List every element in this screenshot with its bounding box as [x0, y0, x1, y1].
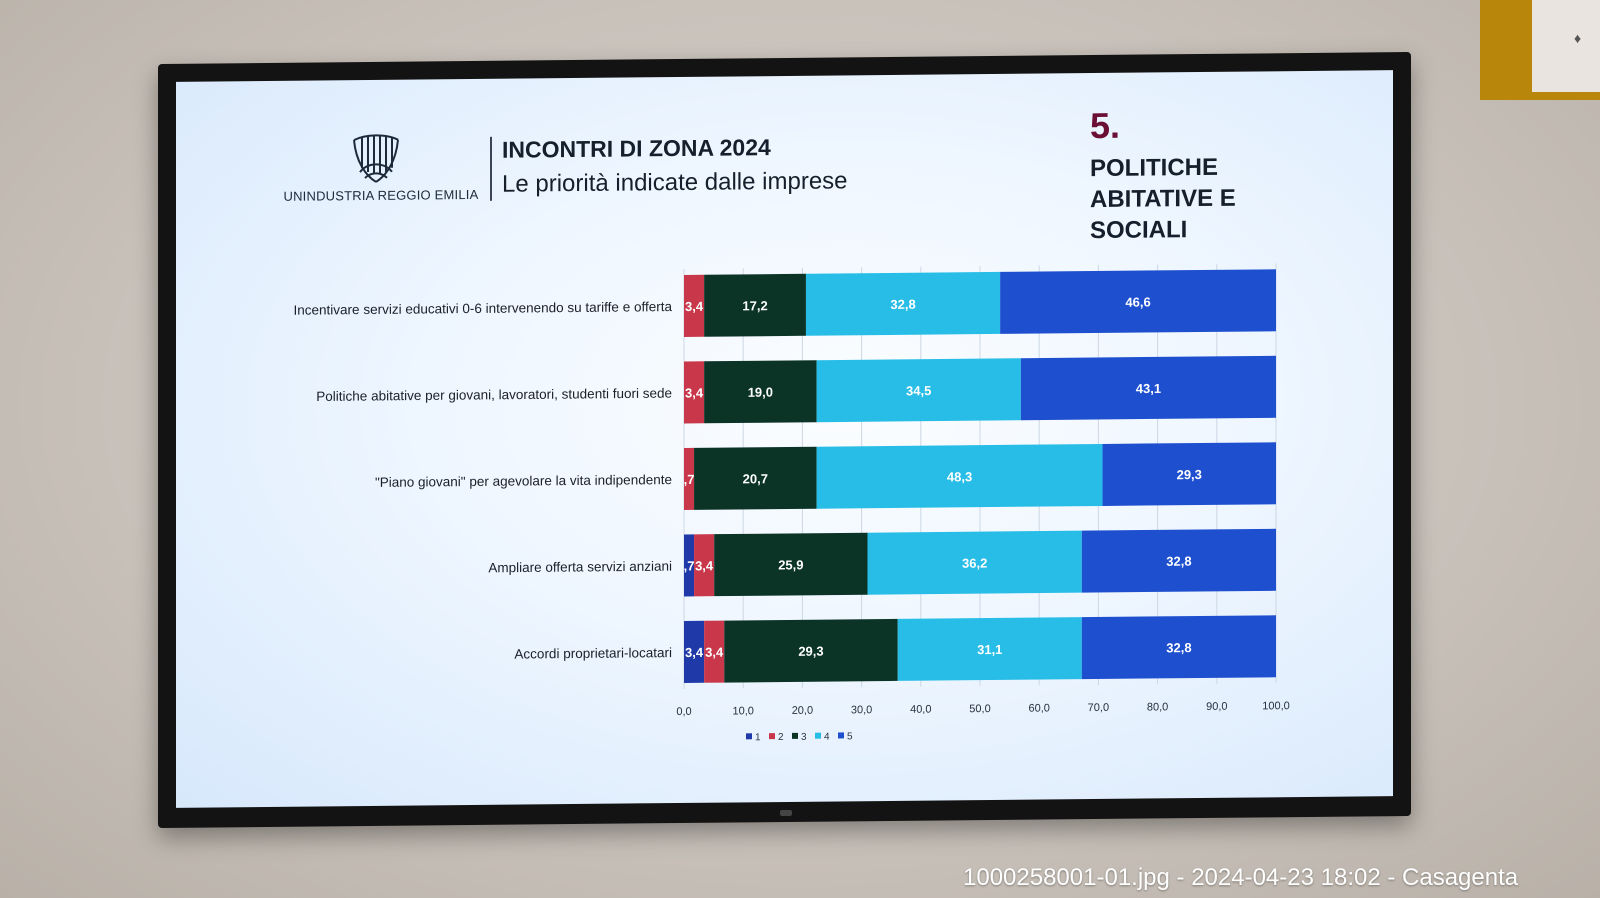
- data-label: 19,0: [748, 385, 773, 400]
- legend-label: 2: [778, 732, 784, 743]
- legend-swatch: [815, 732, 821, 739]
- legend-swatch: [746, 733, 752, 740]
- bar-segment: [1000, 269, 1276, 334]
- legend-swatch: [838, 732, 844, 739]
- unindustria-emblem-icon: [353, 134, 399, 183]
- category-label: Ampliare offerta servizi anziani: [488, 559, 672, 576]
- bar-segment: [724, 618, 898, 683]
- x-tick-label: 20,0: [792, 705, 813, 717]
- data-label: 3,4: [685, 299, 704, 314]
- unindustria-logo: UNINDUSTRIA REGGIO EMILIA: [276, 131, 486, 213]
- bar-segment: [1081, 615, 1276, 680]
- data-label: 17,2: [742, 298, 767, 313]
- category-label: Accordi proprietari-locatari: [514, 645, 672, 662]
- bar-segment: [1020, 355, 1277, 421]
- presentation-slide: UNINDUSTRIA REGGIO EMILIA INCONTRI DI ZO…: [176, 70, 1393, 808]
- data-label: 46,6: [1125, 294, 1150, 309]
- data-label: 34,5: [906, 383, 931, 398]
- x-tick-label: 70,0: [1088, 702, 1109, 714]
- category-label: Politiche abitative per giovani, lavorat…: [316, 386, 672, 404]
- data-label: 3,4: [685, 385, 704, 400]
- tv-brand-logo: [780, 809, 792, 817]
- data-label: 43,1: [1136, 381, 1161, 396]
- data-label: 29,3: [1177, 467, 1202, 482]
- stacked-bar-chart: Incentivare servizi educativi 0-6 interv…: [294, 263, 1290, 743]
- bar-segment: [684, 620, 705, 683]
- data-label: ,7: [684, 558, 695, 573]
- bar-segment: [704, 273, 806, 337]
- x-tick-label: 30,0: [851, 704, 872, 716]
- bar-segment: [704, 620, 725, 683]
- data-label: 31,1: [977, 642, 1002, 657]
- x-tick-label: 60,0: [1028, 702, 1049, 714]
- photo-watermark: 1000258001-01.jpg - 2024-04-23 18:02 - C…: [963, 864, 1519, 891]
- data-label: 48,3: [947, 469, 972, 484]
- legend-label: 5: [847, 731, 853, 742]
- data-label: 25,9: [778, 557, 803, 572]
- x-tick-label: 100,0: [1262, 700, 1290, 712]
- x-tick-label: 80,0: [1147, 701, 1168, 713]
- tv-monitor: UNINDUSTRIA REGGIO EMILIA INCONTRI DI ZO…: [158, 51, 1411, 829]
- bar-segment: [805, 271, 1001, 336]
- bar-segment: [1081, 528, 1276, 593]
- wall-picture-icon: ♦: [1574, 30, 1582, 46]
- data-label: 29,3: [798, 644, 823, 659]
- category-label: Incentivare servizi educativi 0-6 interv…: [294, 299, 673, 318]
- legend-swatch: [792, 732, 798, 739]
- bar-segment: [714, 532, 868, 597]
- bar-segment: [816, 443, 1103, 509]
- bar-segment: [897, 617, 1082, 681]
- x-tick-label: 0,0: [676, 706, 691, 718]
- bar-segment: [694, 534, 715, 597]
- x-tick-label: 10,0: [732, 705, 753, 717]
- data-label: ,7: [684, 472, 695, 487]
- data-label: 32,8: [890, 297, 915, 312]
- data-label: 3,4: [695, 558, 714, 573]
- category-label: "Piano giovani" per agevolare la vita in…: [375, 472, 672, 490]
- data-label: 32,8: [1166, 554, 1191, 569]
- data-label: 32,8: [1166, 640, 1191, 655]
- legend-label: 1: [755, 732, 761, 743]
- data-label: 3,4: [705, 645, 724, 660]
- data-label: 20,7: [743, 471, 768, 486]
- x-tick-label: 50,0: [969, 703, 990, 715]
- data-label: 3,4: [685, 645, 704, 660]
- bar-segment: [684, 274, 705, 337]
- bar-segment: [816, 358, 1021, 423]
- bar-segment: [684, 534, 695, 597]
- x-tick-label: 90,0: [1206, 701, 1227, 713]
- bar-segment: [1102, 442, 1276, 506]
- bar-segment: [694, 446, 817, 510]
- legend-label: 3: [801, 732, 807, 743]
- bar-segment: [704, 360, 817, 424]
- bar-segment: [684, 361, 705, 424]
- wall-picture: [1532, 0, 1600, 92]
- data-label: 36,2: [962, 556, 987, 571]
- bar-segment: [867, 530, 1082, 595]
- x-tick-label: 40,0: [910, 704, 931, 716]
- legend-label: 4: [824, 732, 830, 743]
- bar-segment: [684, 447, 695, 510]
- legend-swatch: [769, 733, 775, 740]
